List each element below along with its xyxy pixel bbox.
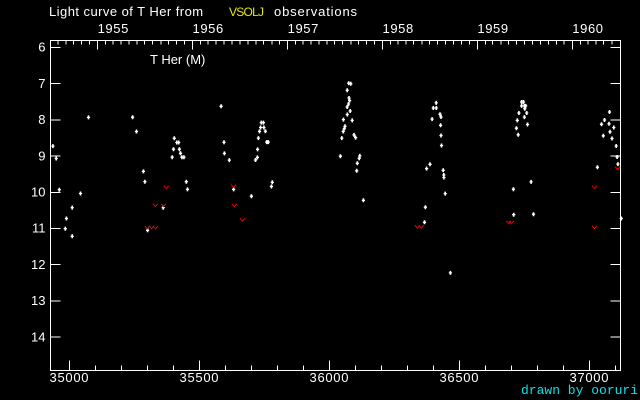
svg-text:36000: 36000 [310, 370, 350, 385]
svg-text:1957: 1957 [288, 21, 319, 36]
svg-text:T Her (M): T Her (M) [150, 52, 205, 67]
svg-text:1955: 1955 [98, 21, 129, 36]
svg-text:1956: 1956 [192, 21, 223, 36]
svg-text:1960: 1960 [572, 21, 603, 36]
svg-text:6: 6 [38, 40, 45, 55]
svg-text:10: 10 [31, 185, 45, 200]
svg-text:35500: 35500 [180, 370, 220, 385]
svg-text:35000: 35000 [50, 370, 90, 385]
svg-text:VSOLJ: VSOLJ [229, 5, 264, 19]
svg-text:12: 12 [31, 257, 45, 272]
svg-text:7: 7 [38, 76, 45, 91]
svg-text:36500: 36500 [440, 370, 480, 385]
svg-text:Light curve of T Her from: Light curve of T Her from [49, 4, 204, 19]
svg-text:13: 13 [31, 293, 45, 308]
svg-text:1959: 1959 [477, 21, 508, 36]
svg-text:observations: observations [274, 4, 358, 19]
svg-text:drawn by ooruri: drawn by ooruri [521, 383, 638, 398]
svg-text:1958: 1958 [383, 21, 414, 36]
svg-text:11: 11 [32, 221, 46, 236]
svg-text:9: 9 [38, 148, 45, 163]
svg-text:37000: 37000 [569, 370, 609, 385]
svg-text:8: 8 [38, 112, 45, 127]
svg-text:14: 14 [31, 329, 45, 344]
